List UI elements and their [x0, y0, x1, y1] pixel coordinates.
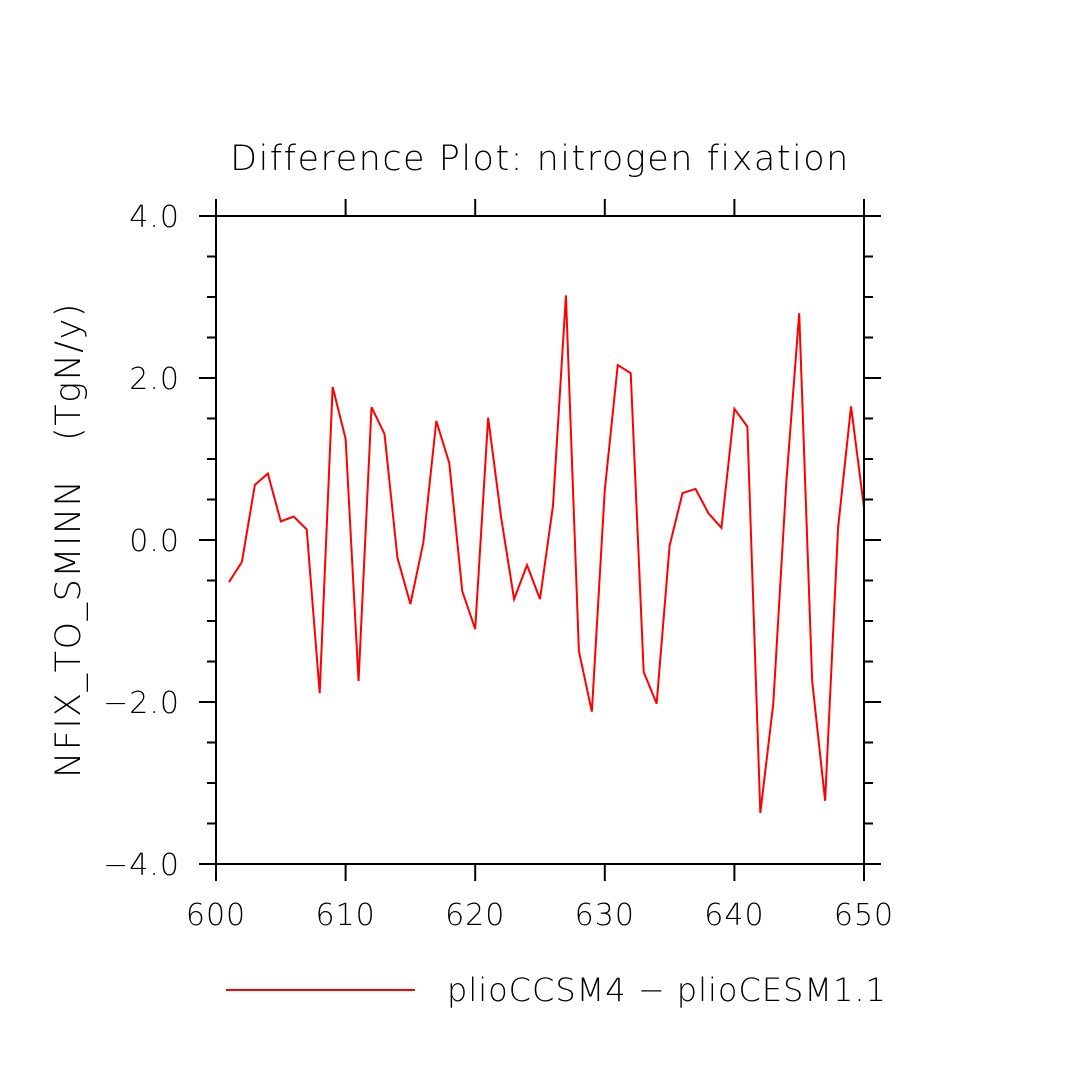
x-axis-ticks: [215, 199, 865, 881]
x-tick-label: 600: [186, 898, 246, 933]
series-line-0: [228, 295, 865, 814]
x-tick-label: 610: [315, 898, 375, 933]
x-tick-label: 630: [575, 898, 635, 933]
y-tick-label: 2.0: [129, 362, 180, 397]
y-tick-label: 4.0: [129, 200, 180, 235]
x-tick-label: 640: [704, 898, 764, 933]
y-tick-label: 0.0: [129, 524, 180, 559]
x-tick-label: 620: [445, 898, 505, 933]
y-axis-ticks: [199, 215, 881, 865]
series-layer: [228, 295, 865, 814]
chart-title: Difference Plot: nitrogen fixation: [230, 139, 850, 179]
y-tick-label: −4.0: [103, 848, 180, 883]
legend-label: plioCCSM4 − plioCESM1.1: [447, 971, 887, 1009]
y-axis-tick-labels: −4.0 −2.0 0.0 2.0 4.0: [103, 200, 180, 883]
x-tick-label: 650: [834, 898, 894, 933]
y-axis-label: NFIX_TO_SMINN (TgN/y): [49, 302, 89, 778]
y-tick-label: −2.0: [103, 686, 180, 721]
plot-frame: [215, 215, 865, 865]
x-axis-tick-labels: 600 610 620 630 640 650: [186, 898, 894, 933]
